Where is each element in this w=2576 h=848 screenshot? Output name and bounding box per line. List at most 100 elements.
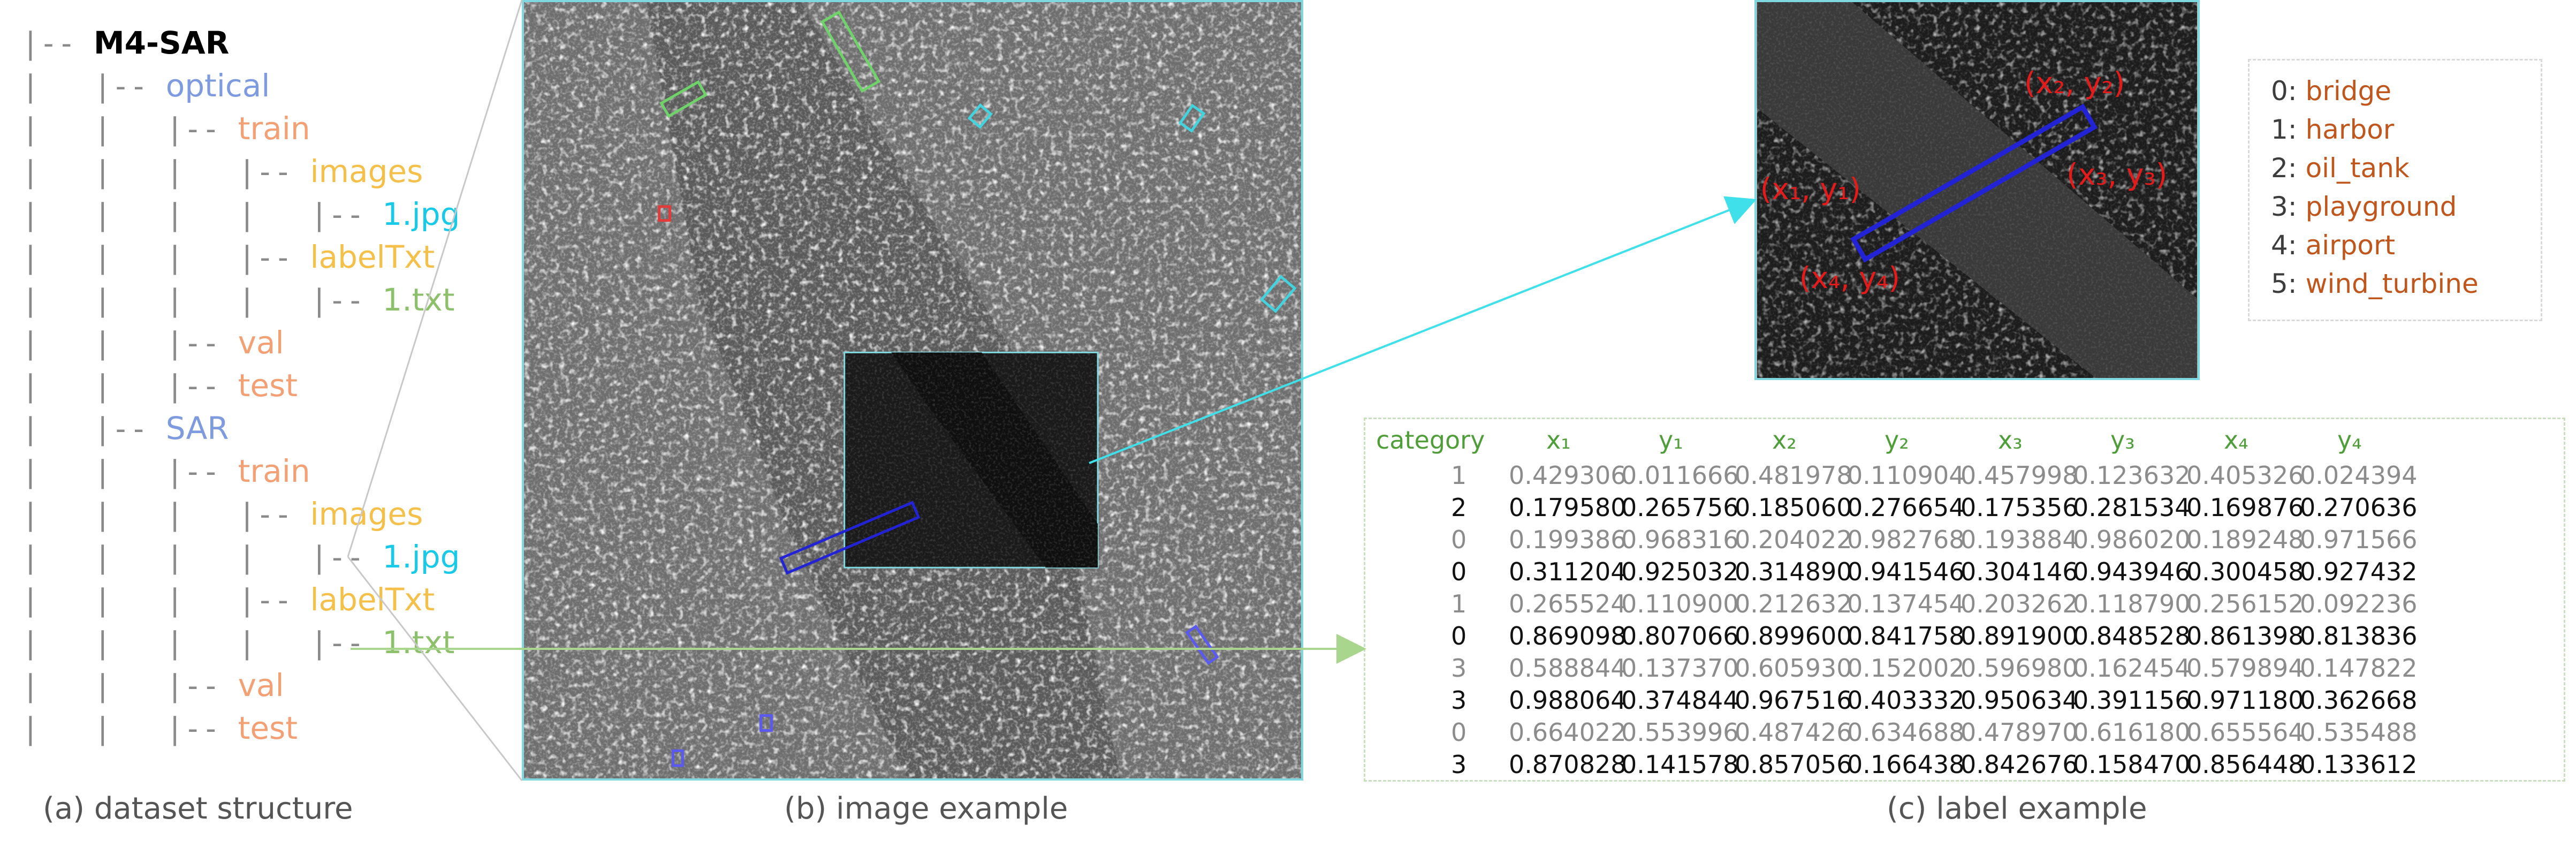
tree-guide: | | |--	[21, 711, 238, 746]
tree-item: | | |-- train	[21, 107, 310, 150]
tree-item: | | |-- train	[21, 450, 310, 493]
tree-item-name: 1.txt	[382, 624, 455, 661]
red-box	[658, 205, 671, 222]
table-cell: 0.927432	[2300, 557, 2418, 586]
tree-item: | |-- SAR	[21, 407, 229, 450]
tree-item: | | |-- val	[21, 664, 284, 707]
tree-item-name: optical	[165, 67, 270, 104]
table-header: y₄	[2337, 426, 2362, 455]
table-cell: 1	[1451, 461, 1467, 490]
tree-item: | | |-- test	[21, 707, 298, 749]
table-cell: 0.899600	[1735, 622, 1852, 650]
table-cell: 0.110900	[1621, 589, 1739, 618]
table-cell: 0.487426	[1735, 718, 1852, 747]
legend-item: 1: harbor	[2271, 114, 2394, 145]
violet-box-3	[671, 749, 684, 767]
table-cell: 0.265756	[1621, 493, 1739, 522]
tree-guide: | | | |--	[21, 497, 310, 532]
table-cell: 0.925032	[1621, 557, 1739, 586]
legend-name: airport	[2305, 230, 2396, 261]
sar-image-example	[522, 0, 1303, 781]
tree-item: | | | |-- images	[21, 150, 423, 193]
table-cell: 0.185060	[1735, 493, 1852, 522]
table-cell: 0.968316	[1621, 525, 1739, 554]
table-cell: 0	[1451, 525, 1467, 554]
table-cell: 0.457998	[1961, 461, 2078, 490]
table-cell: 0.634688	[1847, 718, 1965, 747]
table-cell: 0	[1451, 718, 1467, 747]
table-header: y₂	[1884, 426, 1909, 455]
tree-item-name: train	[238, 110, 310, 147]
tree-guide: | | | | |--	[21, 540, 383, 575]
table-cell: 0.204022	[1735, 525, 1852, 554]
table-cell: 0.203262	[1961, 589, 2078, 618]
table-cell: 0.478970	[1961, 718, 2078, 747]
table-header: x₃	[1998, 426, 2023, 455]
table-cell: 0.212632	[1735, 589, 1852, 618]
green-box-2	[820, 10, 881, 93]
table-header: x₄	[2224, 426, 2248, 455]
corner-label-x1y1: (x₁, y₁)	[1760, 172, 1861, 207]
table-cell: 0.256152	[2186, 589, 2304, 618]
tree-guide: | | | |--	[21, 583, 310, 618]
corner-label-x4y4: (x₄, y₄)	[1799, 261, 1900, 296]
tree-item-name: test	[238, 710, 298, 746]
legend-name: wind_turbine	[2305, 268, 2479, 299]
table-cell: 0	[1451, 622, 1467, 650]
table-cell: 0.311204	[1509, 557, 1627, 586]
table-cell: 0.535488	[2300, 718, 2418, 747]
sar-crop-zoom: (x₁, y₁) (x₂, y₂) (x₃, y₃) (x₄, y₄)	[1754, 0, 2200, 380]
legend-id: 0:	[2271, 75, 2297, 107]
tree-guide: | | | | |--	[21, 283, 383, 318]
legend-name: playground	[2305, 191, 2457, 222]
table-cell: 0.807066	[1621, 622, 1739, 650]
table-cell: 0.314890	[1735, 557, 1852, 586]
sar-image-graphic	[524, 2, 1301, 778]
table-cell: 0.869098	[1509, 622, 1627, 650]
tree-item: | | | | |-- 1.txt	[21, 278, 454, 321]
tree-item: | | | |-- images	[21, 493, 423, 535]
tree-guide: | | | | |--	[21, 626, 383, 661]
table-cell: 0.374844	[1621, 686, 1739, 715]
table-cell: 0.304146	[1961, 557, 2078, 586]
table-cell: 0.281534	[2073, 493, 2191, 522]
table-cell: 0.596980	[1961, 654, 2078, 683]
table-cell: 0.857056	[1735, 750, 1852, 779]
legend-id: 2:	[2271, 153, 2297, 184]
legend-item: 0: bridge	[2271, 75, 2391, 107]
tree-guide: | |--	[21, 412, 166, 446]
table-cell: 0.024394	[2300, 461, 2418, 490]
dataset-structure-tree: |-- M4-SAR | |-- optical | | |-- train | | …	[21, 21, 460, 771]
legend-item: 5: wind_turbine	[2271, 268, 2479, 299]
table-cell: 0.179580	[1509, 493, 1627, 522]
corner-label-x2y2: (x₂, y₂)	[2024, 66, 2125, 101]
table-cell: 0.166438	[1847, 750, 1965, 779]
table-cell: 0.405326	[2186, 461, 2304, 490]
caption-label-example: (c) label example	[1887, 791, 2147, 826]
table-cell: 0.147822	[2300, 654, 2418, 683]
tree-guide: | | | | |--	[21, 198, 383, 232]
corner-label-x3y3: (x₃, y₃)	[2066, 158, 2167, 192]
table-cell: 0.391156	[2073, 686, 2191, 715]
table-cell: 0.971180	[2186, 686, 2304, 715]
legend-name: bridge	[2305, 75, 2392, 107]
table-cell: 0.967516	[1735, 686, 1852, 715]
table-cell: 3	[1451, 750, 1467, 779]
tree-guide: | | |--	[21, 669, 238, 703]
table-cell: 0.137370	[1621, 654, 1739, 683]
table-cell: 1	[1451, 589, 1467, 618]
table-cell: 0.856448	[2186, 750, 2304, 779]
tree-item-name: val	[238, 324, 284, 361]
tree-item: | | | | |-- 1.txt	[21, 621, 454, 664]
table-cell: 0.950634	[1961, 686, 2078, 715]
table-cell: 0.123632	[2073, 461, 2191, 490]
tree-guide: | | |--	[21, 369, 238, 404]
table-cell: 0.553996	[1621, 718, 1739, 747]
table-cell: 0.110904	[1847, 461, 1965, 490]
tree-guide: |--	[21, 26, 94, 61]
table-header: x₂	[1772, 426, 1797, 455]
caption-image-example: (b) image example	[784, 791, 1068, 826]
table-cell: 0.403332	[1847, 686, 1965, 715]
green-box-1	[659, 80, 708, 118]
table-cell: 0	[1451, 557, 1467, 586]
